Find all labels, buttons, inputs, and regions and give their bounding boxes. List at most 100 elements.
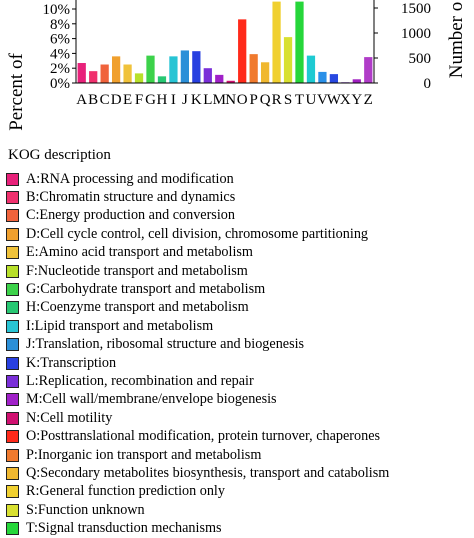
bar-Q	[260, 62, 270, 83]
legend-item: E:Amino acid transport and metabolism	[6, 244, 389, 262]
legend-swatch	[6, 485, 19, 499]
bar-Z	[364, 57, 373, 83]
legend-swatch	[6, 374, 19, 388]
y-tick-label-left: 4%	[50, 46, 70, 62]
x-tick-label: T	[295, 92, 304, 108]
x-tick-label: V	[317, 92, 328, 108]
bar-O	[238, 19, 247, 83]
x-tick-label: G	[145, 92, 156, 108]
x-tick-label: S	[284, 92, 292, 108]
legend-title: KOG description	[8, 147, 111, 163]
legend-item: I:Lipid transport and metabolism	[6, 317, 389, 335]
x-tick-labels: A B C D E F G H I J K L M N O P Q R S T U VWX Y Z	[76, 92, 373, 108]
legend-label: N:Cell motility	[26, 409, 113, 426]
bar-H	[157, 76, 167, 83]
x-tick-label: Y	[351, 92, 362, 108]
legend-item: D:Cell cycle control, cell division, chr…	[6, 225, 389, 243]
y-ticks-left: 0%2%4%6%8%10%	[43, 2, 76, 92]
legend-label: P:Inorganic ion transport and metabolism	[26, 446, 262, 463]
legend-item: P:Inorganic ion transport and metabolism	[6, 446, 389, 464]
y-axis-label-right: Number o	[446, 2, 467, 79]
legend-label: L:Replication, recombination and repair	[26, 372, 254, 389]
y-tick-label-right: 500	[409, 51, 432, 67]
legend-label: I:Lipid transport and metabolism	[26, 317, 214, 334]
bar-M	[215, 74, 224, 83]
x-tick-label: I	[171, 92, 176, 108]
x-tick-label: H	[157, 92, 168, 108]
legend-item: R:General function prediction only	[6, 483, 389, 501]
legend-label: Q:Secondary metabolites biosynthesis, tr…	[26, 464, 390, 481]
legend-label: R:General function prediction only	[26, 483, 225, 500]
bar-B	[89, 71, 98, 83]
legend-swatch	[6, 466, 19, 480]
x-tick-label: L	[203, 92, 212, 108]
legend-item: S:Function unknown	[6, 501, 389, 519]
bar-P	[249, 54, 258, 83]
legend-label: J:Translation, ribosomal structure and b…	[26, 336, 305, 353]
legend-label: T:Signal transduction mechanisms	[26, 520, 222, 537]
bar-U	[306, 55, 316, 83]
x-tick-label: X	[340, 92, 351, 108]
legend: A:RNA processing and modification B:Chrom…	[6, 170, 389, 538]
x-tick-label: M	[213, 92, 226, 108]
x-tick-label: Q	[260, 92, 271, 108]
legend-swatch	[6, 393, 19, 407]
bar-N	[226, 80, 235, 83]
legend-swatch	[6, 522, 19, 536]
bar-A	[77, 63, 86, 83]
bar-R	[272, 1, 281, 84]
legend-item: F:Nucleotide transport and metabolism	[6, 262, 389, 280]
x-tick-label: C	[100, 92, 110, 108]
legend-label: D:Cell cycle control, cell division, chr…	[26, 225, 369, 242]
legend-item: J:Translation, ribosomal structure and b…	[6, 336, 389, 354]
x-tick-label: B	[88, 92, 98, 108]
bars	[77, 1, 373, 84]
x-tick-label: J	[182, 92, 188, 108]
bar-Y	[352, 79, 361, 83]
bar-K	[192, 51, 201, 83]
x-tick-label: E	[123, 92, 132, 108]
legend-swatch	[6, 430, 19, 444]
bar-I	[169, 56, 178, 83]
legend-label: A:RNA processing and modification	[26, 170, 234, 187]
bar-T	[295, 1, 304, 84]
legend-swatch	[6, 227, 19, 241]
x-tick-label: F	[135, 92, 143, 108]
bar-F	[134, 73, 144, 83]
legend-swatch	[6, 283, 19, 297]
legend-item: B:Chromatin structure and dynamics	[6, 188, 389, 206]
y-tick-label-left: 0%	[50, 76, 70, 92]
legend-item: Q:Secondary metabolites biosynthesis, tr…	[6, 464, 389, 482]
legend-item: G:Carbohydrate transport and metabolism	[6, 280, 389, 298]
legend-label: M:Cell wall/membrane/envelope biogenesis	[26, 391, 277, 408]
legend-label: F:Nucleotide transport and metabolism	[26, 262, 248, 279]
bar-E	[123, 64, 132, 83]
y-tick-label-right: 0	[424, 76, 432, 92]
x-tick-label: Z	[364, 92, 373, 108]
legend-item: O:Posttranslational modification, protei…	[6, 427, 389, 445]
legend-swatch	[6, 503, 19, 517]
bar-V	[318, 71, 327, 83]
legend-swatch	[6, 246, 19, 260]
bar-D	[111, 56, 121, 83]
legend-swatch	[6, 448, 19, 462]
x-tick-label: K	[191, 92, 202, 108]
legend-item: C:Energy production and conversion	[6, 207, 389, 225]
legend-label: H:Coenzyme transport and metabolism	[26, 299, 249, 316]
legend-label: C:Energy production and conversion	[26, 207, 235, 224]
y-axis-label-left: Percent of	[6, 53, 27, 131]
legend-item: K:Transcription	[6, 354, 389, 372]
legend-label: S:Function unknown	[26, 501, 145, 518]
y-tick-label-right: 1000	[401, 26, 431, 42]
x-tick-label: A	[76, 92, 87, 108]
x-tick-label: P	[249, 92, 257, 108]
legend-item: L:Replication, recombination and repair	[6, 372, 389, 390]
legend-label: B:Chromatin structure and dynamics	[26, 189, 236, 206]
legend-item: H:Coenzyme transport and metabolism	[6, 299, 389, 317]
legend-swatch	[6, 338, 19, 352]
bar-S	[283, 37, 293, 83]
x-tick-label: N	[225, 92, 236, 108]
y-tick-label-left: 6%	[50, 32, 70, 48]
x-tick-label: R	[272, 92, 282, 108]
x-tick-label: D	[111, 92, 122, 108]
